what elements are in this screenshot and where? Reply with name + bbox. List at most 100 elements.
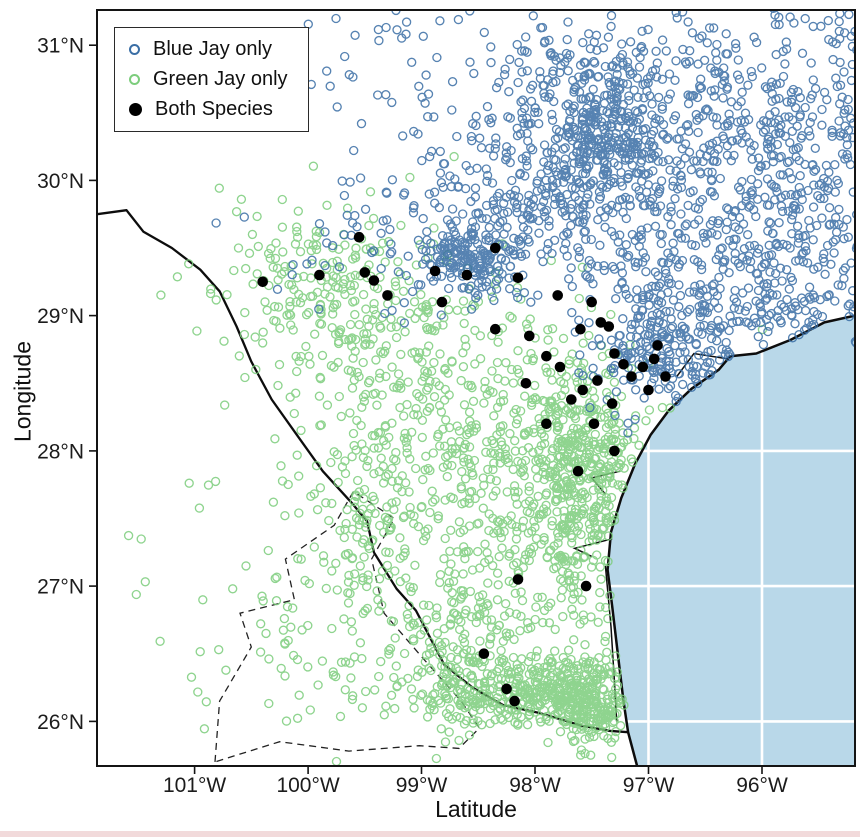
- data-point: [453, 695, 463, 706]
- data-point: [563, 693, 573, 703]
- data-point: [827, 125, 837, 135]
- data-point: [529, 424, 539, 434]
- data-point: [345, 272, 356, 282]
- data-point: [325, 81, 335, 91]
- data-point: [666, 202, 676, 212]
- data-point: [479, 27, 489, 38]
- data-point: [422, 615, 432, 625]
- data-point: [291, 351, 301, 362]
- data-point: [484, 525, 494, 536]
- data-point: [564, 359, 574, 369]
- data-point: [537, 184, 547, 195]
- data-point: [494, 552, 504, 562]
- data-point: [576, 529, 586, 540]
- data-point: [508, 560, 519, 570]
- data-point: [600, 555, 611, 566]
- data-point: [368, 491, 378, 502]
- data-point: [614, 77, 624, 87]
- data-point: [698, 228, 708, 239]
- data-point: [461, 605, 471, 615]
- data-point: [584, 537, 594, 547]
- data-point: [766, 151, 777, 161]
- data-point: [324, 515, 334, 526]
- data-point: [358, 357, 368, 368]
- data-point: [240, 372, 250, 383]
- data-point: [601, 422, 612, 433]
- data-point: [495, 427, 505, 437]
- data-point: [560, 205, 570, 216]
- data-point: [820, 0, 828, 8]
- data-point: [340, 550, 351, 560]
- data-point: [537, 697, 547, 707]
- data-point: [591, 689, 601, 699]
- data-point: [760, 125, 771, 135]
- data-point: [622, 79, 633, 89]
- data-point: [269, 315, 279, 326]
- y-tick-label: 30°N: [37, 170, 84, 193]
- data-point: [352, 415, 362, 426]
- data-point: [627, 229, 638, 240]
- data-point: [313, 680, 323, 690]
- data-point: [458, 348, 468, 358]
- data-point: [471, 262, 481, 273]
- data-point: [761, 259, 771, 269]
- data-point: [460, 629, 470, 639]
- data-point: [460, 334, 470, 344]
- data-point: [839, 234, 849, 244]
- data-point: [547, 115, 558, 125]
- data-point: [603, 32, 614, 42]
- data-point: [834, 16, 844, 27]
- data-point: [381, 471, 391, 482]
- data-point: [704, 23, 715, 33]
- data-point: [655, 364, 665, 374]
- data-point: [727, 211, 738, 222]
- data-point: [573, 216, 583, 227]
- data-point: [501, 148, 511, 158]
- data-point: [549, 199, 560, 210]
- data-point: [467, 383, 477, 393]
- data-point: [370, 388, 381, 398]
- data-point: [553, 682, 564, 693]
- data-point: [629, 433, 639, 444]
- data-point: [794, 182, 804, 193]
- data-point: [344, 570, 354, 581]
- data-point: [606, 398, 618, 409]
- data-point: [435, 441, 445, 451]
- data-point: [576, 94, 586, 104]
- data-point: [470, 493, 480, 504]
- data-point: [800, 159, 810, 170]
- data-point: [504, 551, 514, 561]
- data-point: [303, 239, 314, 249]
- data-point: [718, 321, 729, 331]
- data-point: [497, 543, 507, 553]
- data-point: [548, 66, 558, 76]
- data-point: [256, 619, 266, 629]
- data-point: [762, 278, 773, 289]
- data-point: [556, 376, 566, 387]
- data-point: [471, 111, 481, 121]
- data-point: [295, 247, 306, 257]
- data-point: [617, 268, 628, 278]
- data-point: [683, 120, 693, 130]
- data-point: [588, 279, 598, 289]
- data-point: [726, 97, 737, 107]
- data-point: [475, 563, 485, 573]
- data-point: [624, 111, 634, 122]
- data-point: [610, 733, 620, 743]
- data-point: [746, 174, 757, 185]
- data-point: [347, 218, 358, 228]
- data-point: [380, 346, 390, 356]
- data-point: [444, 305, 454, 315]
- data-point: [358, 573, 368, 583]
- data-point: [301, 341, 311, 352]
- data-point: [423, 89, 434, 99]
- data-point: [373, 443, 384, 453]
- data-point: [258, 596, 268, 606]
- data-point: [514, 57, 524, 68]
- data-point: [601, 602, 611, 613]
- data-point: [856, 447, 860, 455]
- data-point: [555, 53, 565, 63]
- data-point: [343, 577, 354, 587]
- data-point: [482, 437, 492, 447]
- data-point: [767, 88, 777, 99]
